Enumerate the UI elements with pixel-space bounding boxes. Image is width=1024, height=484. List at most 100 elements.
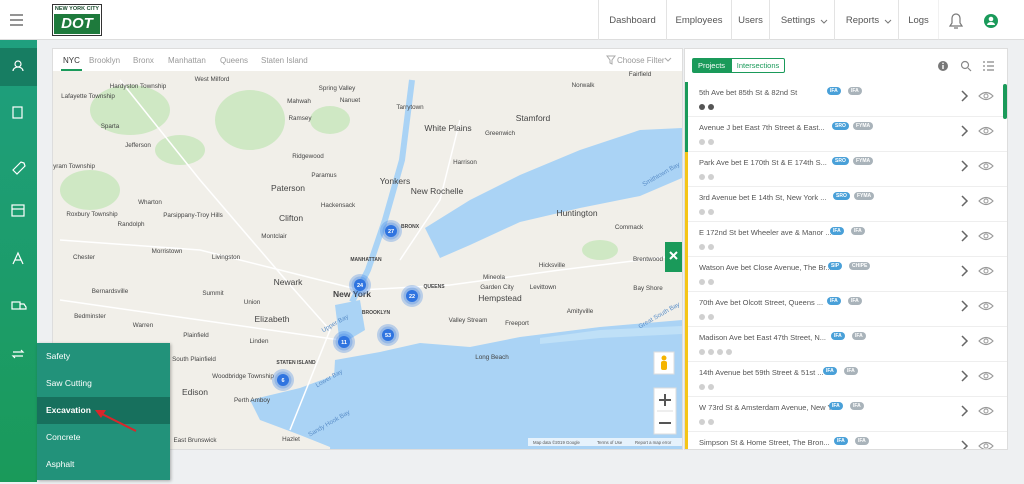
eye-icon[interactable] xyxy=(978,91,994,101)
chevron[interactable] xyxy=(961,370,969,382)
cluster[interactable]: 11 xyxy=(333,331,355,353)
eye-pupil xyxy=(983,408,989,414)
eye-icon[interactable] xyxy=(978,196,994,206)
status-bar xyxy=(685,187,688,222)
project-badge: FYMA xyxy=(854,192,875,200)
row-actions xyxy=(961,90,994,102)
project-item[interactable]: Simpson St & Home Street, The Bron... IFA… xyxy=(685,432,1007,450)
list-icon[interactable] xyxy=(983,61,994,71)
chevron[interactable] xyxy=(961,265,969,277)
chevron[interactable] xyxy=(961,160,969,172)
project-item[interactable]: Madison Ave bet East 47th Street, N... IF… xyxy=(685,327,1007,362)
map-place-label: Montclair xyxy=(261,233,287,240)
projects-tab[interactable]: Projects xyxy=(692,58,731,73)
pegman[interactable] xyxy=(653,351,675,375)
map-place-label: Plainfield xyxy=(183,332,209,339)
map-footer-text[interactable]: Terms of Use xyxy=(597,440,623,445)
chevron[interactable] xyxy=(961,405,969,417)
eye-icon[interactable] xyxy=(978,266,994,276)
map-tab[interactable]: NYC xyxy=(61,49,82,71)
cluster[interactable]: 22 xyxy=(401,285,423,307)
nav-caret xyxy=(820,19,828,24)
eye-icon[interactable] xyxy=(978,371,994,381)
chevron[interactable] xyxy=(961,195,969,207)
logo[interactable]: NEW YORK CITY DOT xyxy=(52,4,102,36)
project-name: 14th Avenue bet 59th Street & 51st ... xyxy=(699,368,824,377)
chevron[interactable] xyxy=(961,230,969,242)
logo-line1: NEW YORK CITY xyxy=(54,6,100,12)
eye-icon[interactable] xyxy=(978,126,994,136)
project-badge: IFA xyxy=(851,227,865,235)
bell[interactable] xyxy=(948,13,964,29)
cluster-count: 11 xyxy=(341,340,347,346)
menu-item[interactable]: Asphalt xyxy=(46,459,75,469)
menu-item[interactable]: Saw Cutting xyxy=(46,378,92,388)
cluster[interactable]: 24 xyxy=(349,274,371,296)
menu-item[interactable]: Concrete xyxy=(46,432,81,442)
map-place-label: Ridgewood xyxy=(292,153,324,160)
project-item[interactable]: 3rd Avenue bet E 14th St, New York ... SR… xyxy=(685,187,1007,222)
map-tab[interactable]: Brooklyn xyxy=(89,56,121,65)
close-button[interactable] xyxy=(665,242,682,272)
nav-link[interactable]: Settings xyxy=(769,0,834,40)
status-dot xyxy=(726,349,732,355)
project-badge: IFA xyxy=(850,402,864,410)
red-arrow xyxy=(95,410,137,432)
nav-link[interactable]: Employees xyxy=(666,0,731,40)
eye-icon[interactable] xyxy=(978,301,994,311)
status-bar xyxy=(685,82,688,117)
search-icon[interactable] xyxy=(960,60,972,72)
eye-icon[interactable] xyxy=(978,231,994,241)
eye-icon[interactable] xyxy=(978,336,994,346)
chevron[interactable] xyxy=(961,90,969,102)
project-name: 3rd Avenue bet E 14th St, New York ... xyxy=(699,193,827,202)
map-place-label: Nanuet xyxy=(340,97,361,104)
map-tab[interactable]: Staten Island xyxy=(261,56,308,65)
project-badge: IFA xyxy=(823,367,837,375)
project-item[interactable]: Watson Ave bet Close Avenue, The Br... SI… xyxy=(685,257,1007,292)
cluster[interactable]: 53 xyxy=(377,324,399,346)
project-item[interactable]: Avenue J bet East 7th Street & East... SR… xyxy=(685,117,1007,152)
project-item[interactable]: W 73rd St & Amsterdam Avenue, New Y... IF… xyxy=(685,397,1007,432)
chevron[interactable] xyxy=(961,300,969,312)
chevron[interactable] xyxy=(961,335,969,347)
nav-link[interactable]: Dashboard xyxy=(598,0,666,40)
eye-icon[interactable] xyxy=(978,406,994,416)
project-item[interactable]: E 172nd St bet Wheeler ave & Manor ... IF… xyxy=(685,222,1007,257)
map-tab[interactable]: Manhattan xyxy=(168,56,206,65)
status-bar xyxy=(685,152,688,187)
project-badge: CHIPE xyxy=(849,262,871,270)
map-footer-text[interactable]: Report a map error xyxy=(635,440,672,445)
menu-item[interactable]: Safety xyxy=(46,351,71,361)
chevron[interactable] xyxy=(961,125,969,137)
cluster[interactable]: 6 xyxy=(272,369,294,391)
project-name: Avenue J bet East 7th Street & East... xyxy=(699,123,825,132)
menu-icon[interactable] xyxy=(8,12,26,28)
row-actions xyxy=(961,195,994,207)
map-tab[interactable]: Bronx xyxy=(133,56,154,65)
nav-link[interactable]: Logs xyxy=(898,0,938,40)
cluster-core xyxy=(382,329,394,341)
choose-filter[interactable]: Choose Filter xyxy=(617,56,665,65)
intersections-tab[interactable]: Intersections xyxy=(731,58,785,73)
chevron[interactable] xyxy=(961,440,969,450)
cluster[interactable]: 27 xyxy=(380,220,402,242)
project-item[interactable]: 5th Ave bet 85th St & 82nd St IFA IFA xyxy=(685,82,1007,117)
map-place-label: Freeport xyxy=(505,320,529,327)
project-item[interactable]: 14th Avenue bet 59th Street & 51st ... IF… xyxy=(685,362,1007,397)
project-item[interactable]: Park Ave bet E 170th St & E 174th S... SR… xyxy=(685,152,1007,187)
map-place-label: Edison xyxy=(182,387,208,397)
eye-icon[interactable] xyxy=(978,161,994,171)
project-item[interactable]: 70th Ave bet Olcott Street, Queens ... IF… xyxy=(685,292,1007,327)
map-place-label: Greenwich xyxy=(485,130,516,137)
nav-link[interactable]: Users xyxy=(731,0,769,40)
scrollbar[interactable] xyxy=(1003,84,1007,119)
map-place-label: South Plainfield xyxy=(172,356,216,363)
map-place-label: Bedminster xyxy=(74,313,106,320)
map-place-label: Tarrytown xyxy=(396,104,424,111)
eye-icon[interactable] xyxy=(978,441,994,450)
nav-link[interactable]: Reports xyxy=(834,0,898,40)
map-tab[interactable]: Queens xyxy=(220,56,249,65)
project-name: Simpson St & Home Street, The Bron... xyxy=(699,438,830,447)
zoom-controls[interactable] xyxy=(653,387,677,435)
